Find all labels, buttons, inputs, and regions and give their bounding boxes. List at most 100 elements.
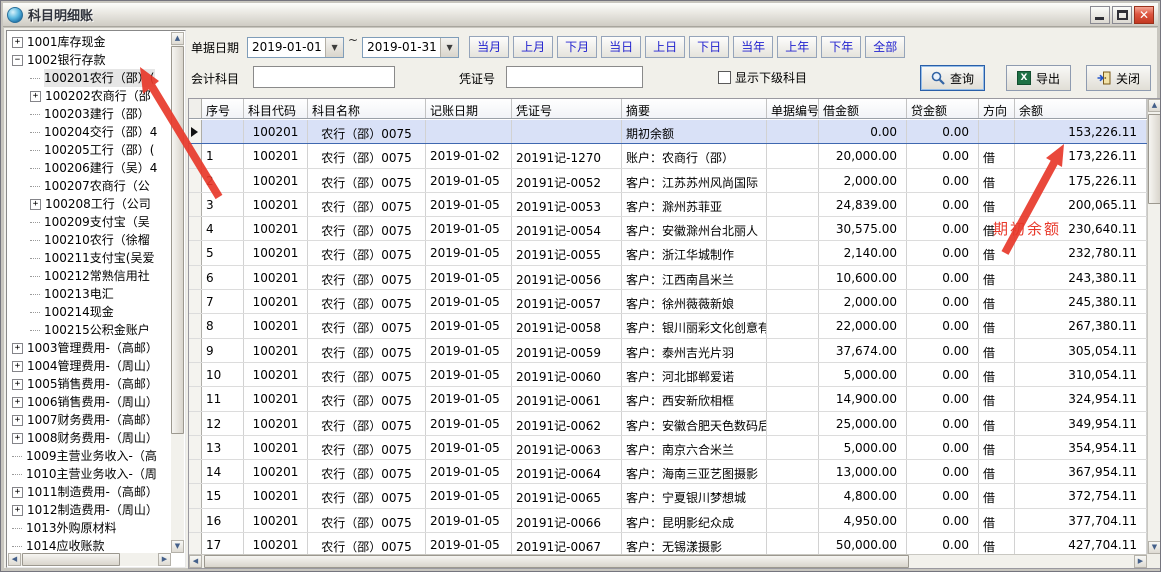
column-header[interactable]: 贷金额 xyxy=(907,99,979,118)
column-header[interactable]: 科目名称 xyxy=(308,99,426,118)
tree-item[interactable]: 1010主营业务收入-（周 xyxy=(8,465,171,483)
expand-icon[interactable]: + xyxy=(12,378,23,390)
show-sub-checkbox[interactable] xyxy=(718,71,731,84)
column-header[interactable]: 序号 xyxy=(202,99,244,118)
expand-icon[interactable]: + xyxy=(12,36,23,48)
scroll-up-icon[interactable]: ▲ xyxy=(1148,99,1160,112)
column-header[interactable]: 科目代码 xyxy=(244,99,308,118)
table-row[interactable]: 3 100201 农行（邵）0075 2019-01-05 20191记-0053 客户：… xyxy=(189,192,1147,218)
range-button[interactable]: 上月 xyxy=(513,36,554,58)
date-to-select[interactable]: 2019-01-31 ▼ xyxy=(362,36,460,58)
column-header[interactable]: 单据编号 xyxy=(767,99,819,118)
tree-item[interactable]: 100211支付宝(吴爱 xyxy=(8,249,171,267)
query-button[interactable]: 查询 xyxy=(919,65,985,91)
tree-item[interactable]: +1005销售费用-（高邮） xyxy=(8,375,171,393)
tree-item[interactable]: 100214现金 xyxy=(8,303,171,321)
row-selector-cell[interactable] xyxy=(189,144,202,168)
column-header[interactable]: 方向 xyxy=(979,99,1015,118)
export-button[interactable]: X 导出 xyxy=(1005,65,1071,91)
tree-item[interactable]: +1008财务费用-（周山） xyxy=(8,429,171,447)
close-button[interactable]: ✕ xyxy=(1134,5,1154,24)
maximize-button[interactable] xyxy=(1112,5,1132,24)
tree-item[interactable]: +1006销售费用-（周山） xyxy=(8,393,171,411)
row-selector-cell[interactable] xyxy=(189,217,202,241)
scroll-right-icon[interactable]: ▶ xyxy=(1134,555,1147,568)
row-selector-cell[interactable] xyxy=(189,120,202,144)
voucher-input[interactable] xyxy=(506,66,643,88)
range-button[interactable]: 当日 xyxy=(601,36,642,58)
column-header[interactable]: 借金额 xyxy=(819,99,907,118)
date-from-select[interactable]: 2019-01-01 ▼ xyxy=(247,36,345,58)
column-header[interactable]: 记账日期 xyxy=(426,99,512,118)
row-selector-cell[interactable] xyxy=(189,508,202,533)
tree-item[interactable]: 1009主营业务收入-（高 xyxy=(8,447,171,465)
table-row[interactable]: 16 100201 农行（邵）0075 2019-01-05 20191记-0066 客户… xyxy=(189,508,1147,534)
subject-input[interactable] xyxy=(253,66,395,88)
expand-icon[interactable]: + xyxy=(12,342,23,354)
title-bar[interactable]: 科目明细账 ✕ xyxy=(3,3,1158,27)
expand-icon[interactable]: + xyxy=(12,504,23,516)
tree-item[interactable]: 100205工行（邵）( xyxy=(8,141,171,159)
tree-item[interactable]: −1002银行存款 xyxy=(8,51,171,69)
column-header[interactable]: 摘要 xyxy=(622,99,767,118)
range-button[interactable]: 上日 xyxy=(645,36,686,58)
range-button[interactable]: 当月 xyxy=(469,36,510,58)
expand-icon[interactable]: + xyxy=(12,396,23,408)
row-selector-cell[interactable] xyxy=(189,411,202,435)
table-vscroll-thumb[interactable] xyxy=(1148,114,1160,204)
tree-item[interactable]: +1004管理费用-（周山） xyxy=(8,357,171,375)
column-header[interactable]: 凭证号 xyxy=(512,99,622,118)
row-selector-cell[interactable] xyxy=(189,362,202,387)
tree-item[interactable]: +100208工行（公司 xyxy=(8,195,171,213)
tree-item[interactable]: +100202农商行（邵 xyxy=(8,87,171,105)
column-header[interactable]: 余额 xyxy=(1015,99,1147,118)
row-selector-cell[interactable] xyxy=(189,192,202,217)
tree-item[interactable]: 100204交行（邵）4 xyxy=(8,123,171,141)
tree-item[interactable]: 100207农商行（公 xyxy=(8,177,171,195)
table-row[interactable]: 9 100201 农行（邵）0075 2019-01-05 20191记-0059 客户：… xyxy=(189,338,1147,363)
tree-item[interactable]: 100201农行（邵）( xyxy=(8,69,171,87)
tree-item[interactable]: 100213电汇 xyxy=(8,285,171,303)
row-selector-cell[interactable] xyxy=(189,533,202,554)
row-selector-cell[interactable] xyxy=(189,484,202,508)
scroll-right-icon[interactable]: ▶ xyxy=(158,553,171,566)
tree-item[interactable]: +1012制造费用-（周山） xyxy=(8,501,171,519)
scroll-up-icon[interactable]: ▲ xyxy=(171,32,184,45)
table-hscroll-thumb[interactable] xyxy=(204,555,909,568)
table-row[interactable]: 7 100201 农行（邵）0075 2019-01-05 20191记-0057 客户：… xyxy=(189,290,1147,315)
chevron-down-icon[interactable]: ▼ xyxy=(440,37,459,57)
tree-item[interactable]: 100203建行（邵） xyxy=(8,105,171,123)
table-row[interactable]: 1 100201 农行（邵）0075 2019-01-02 20191记-1270 账户：… xyxy=(189,144,1147,169)
scroll-down-icon[interactable]: ▼ xyxy=(1148,541,1160,554)
row-selector-cell[interactable] xyxy=(189,387,202,411)
tree-item[interactable]: 100215公积金账户 xyxy=(8,321,171,339)
table-row[interactable]: 10 100201 农行（邵）0075 2019-01-05 20191记-0060 客户… xyxy=(189,362,1147,388)
table-row[interactable]: 2 100201 农行（邵）0075 2019-01-05 20191记-0052 客户：… xyxy=(189,168,1147,193)
tree-horizontal-scrollbar[interactable]: ◀ ▶ xyxy=(8,553,171,566)
table-row[interactable]: 5 100201 农行（邵）0075 2019-01-05 20191记-0055 客户：… xyxy=(189,241,1147,266)
range-button[interactable]: 当年 xyxy=(733,36,774,58)
scroll-left-icon[interactable]: ◀ xyxy=(189,555,202,568)
table-row[interactable]: 13 100201 农行（邵）0075 2019-01-05 20191记-0063 客户… xyxy=(189,435,1147,461)
table-row[interactable]: 14 100201 农行（邵）0075 2019-01-05 20191记-0064 客户… xyxy=(189,460,1147,485)
range-button[interactable]: 下年 xyxy=(821,36,862,58)
row-selector-cell[interactable] xyxy=(189,435,202,460)
range-button[interactable]: 下日 xyxy=(689,36,730,58)
scroll-left-icon[interactable]: ◀ xyxy=(8,553,21,566)
table-row[interactable]: 8 100201 农行（邵）0075 2019-01-05 20191记-0058 客户：… xyxy=(189,314,1147,339)
table-row[interactable]: 11 100201 农行（邵）0075 2019-01-05 20191记-0061 客户… xyxy=(189,387,1147,412)
tree-vertical-scrollbar[interactable]: ▲ ▼ xyxy=(171,32,184,553)
tree-item[interactable]: +1003管理费用-（高邮） xyxy=(8,339,171,357)
tree-item[interactable]: 1014应收账款 xyxy=(8,537,171,553)
expand-icon[interactable]: + xyxy=(12,486,23,498)
tree-vscroll-thumb[interactable] xyxy=(171,46,184,434)
expand-icon[interactable]: + xyxy=(12,432,23,444)
range-button[interactable]: 下月 xyxy=(557,36,598,58)
expand-icon[interactable]: + xyxy=(12,414,23,426)
tree-item[interactable]: 100209支付宝（吴 xyxy=(8,213,171,231)
scroll-down-icon[interactable]: ▼ xyxy=(171,540,184,553)
row-selector-cell[interactable] xyxy=(189,265,202,290)
tree-item[interactable]: +1007财务费用-（高邮） xyxy=(8,411,171,429)
table-row[interactable]: 100201 农行（邵）0075 期初余额 0.00 0.00 153,226.11 xyxy=(189,120,1147,145)
table-row[interactable]: 15 100201 农行（邵）0075 2019-01-05 20191记-0065 客户… xyxy=(189,484,1147,509)
